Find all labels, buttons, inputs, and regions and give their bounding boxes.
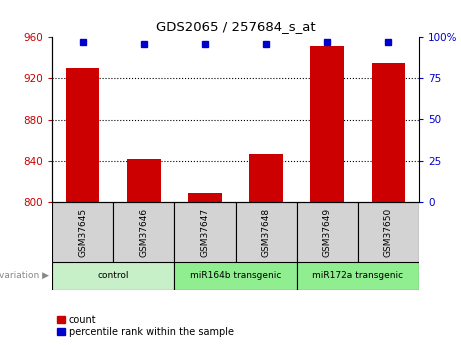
Bar bbox=[236, 202, 297, 262]
Text: miR172a transgenic: miR172a transgenic bbox=[312, 272, 403, 280]
Text: genotype/variation ▶: genotype/variation ▶ bbox=[0, 272, 49, 280]
Bar bbox=[372, 63, 405, 202]
Title: GDS2065 / 257684_s_at: GDS2065 / 257684_s_at bbox=[156, 20, 315, 33]
Text: miR164b transgenic: miR164b transgenic bbox=[190, 272, 281, 280]
Text: GSM37647: GSM37647 bbox=[201, 207, 209, 257]
Text: GSM37648: GSM37648 bbox=[261, 207, 271, 257]
Bar bbox=[249, 154, 283, 202]
Text: GSM37646: GSM37646 bbox=[139, 207, 148, 257]
Bar bbox=[52, 202, 113, 262]
Text: GSM37650: GSM37650 bbox=[384, 207, 393, 257]
Bar bbox=[52, 262, 174, 290]
Bar bbox=[358, 202, 419, 262]
Bar bbox=[174, 202, 236, 262]
Bar bbox=[113, 202, 174, 262]
Legend: count, percentile rank within the sample: count, percentile rank within the sample bbox=[57, 315, 234, 337]
Bar bbox=[66, 68, 100, 202]
Text: GSM37645: GSM37645 bbox=[78, 207, 87, 257]
Bar bbox=[127, 159, 160, 202]
Bar bbox=[297, 262, 419, 290]
Bar bbox=[310, 46, 344, 202]
Bar bbox=[188, 193, 222, 202]
Text: control: control bbox=[97, 272, 129, 280]
Text: GSM37649: GSM37649 bbox=[323, 207, 332, 257]
Bar bbox=[174, 262, 297, 290]
Bar bbox=[297, 202, 358, 262]
